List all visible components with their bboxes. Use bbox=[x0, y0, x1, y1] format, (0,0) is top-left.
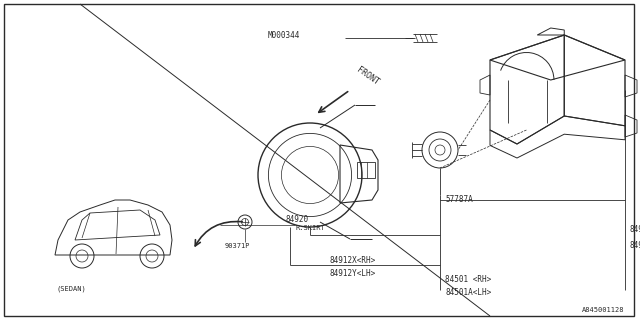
Text: 84501 <RH>: 84501 <RH> bbox=[445, 275, 492, 284]
Text: 84912Y<LH>: 84912Y<LH> bbox=[330, 269, 376, 278]
Bar bbox=[357, 162, 375, 178]
Text: R.SKIRT: R.SKIRT bbox=[296, 225, 326, 231]
Text: 84912X<RH>: 84912X<RH> bbox=[330, 256, 376, 265]
Text: (SEDAN): (SEDAN) bbox=[57, 285, 87, 292]
Text: 84501A<LH>: 84501A<LH> bbox=[445, 288, 492, 297]
Text: M000344: M000344 bbox=[268, 30, 300, 39]
Text: 90371P: 90371P bbox=[224, 243, 250, 249]
Text: A845001128: A845001128 bbox=[582, 307, 624, 313]
Text: 57787A: 57787A bbox=[445, 195, 473, 204]
Text: 84927N<RH>: 84927N<RH> bbox=[630, 226, 640, 235]
Text: 849270<LH>: 849270<LH> bbox=[630, 241, 640, 250]
Text: FRONT: FRONT bbox=[355, 65, 381, 87]
Text: 84920: 84920 bbox=[285, 215, 308, 225]
